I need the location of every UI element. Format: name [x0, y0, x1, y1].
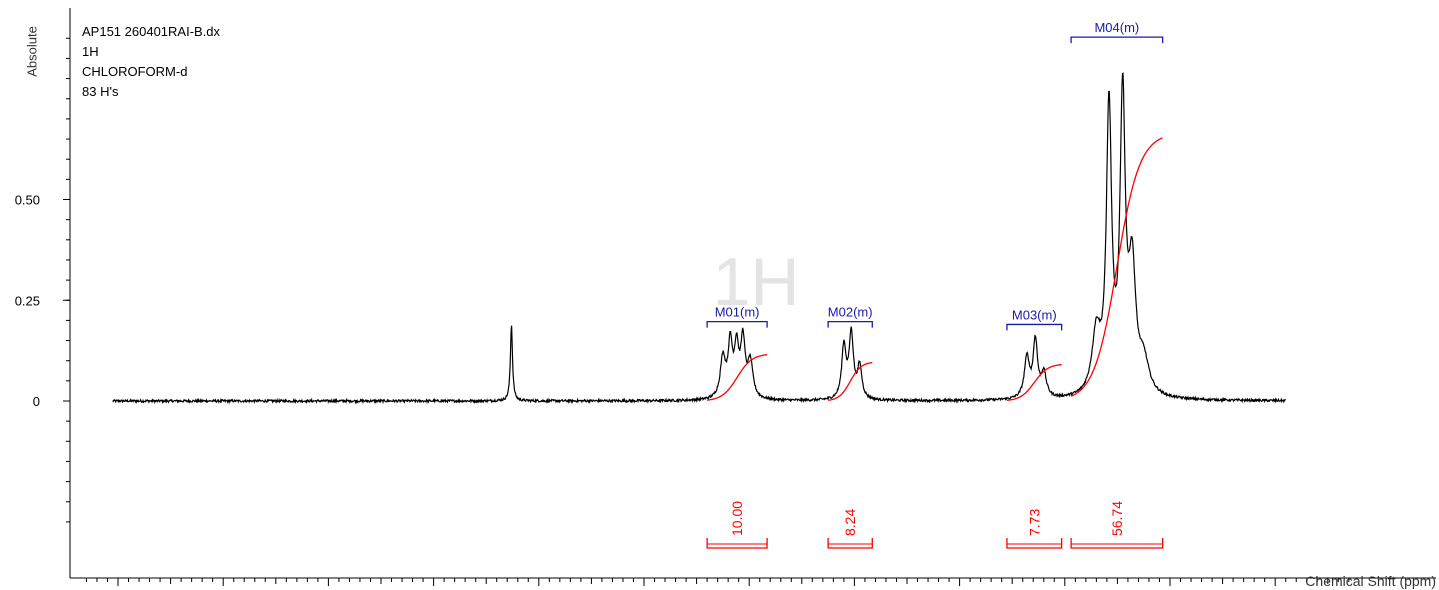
axes: 00.250.501110987654321 — [15, 8, 1436, 586]
multiplet-bracket — [1006, 323, 1063, 331]
integral-value: 56.74 — [1109, 501, 1125, 536]
multiplet-label: M04(m) — [1094, 20, 1139, 35]
multiplet-label: M03(m) — [1012, 307, 1057, 322]
spectrum-trace — [112, 72, 1286, 405]
x-axis-label: Chemical Shift (ppm) — [1305, 573, 1436, 589]
y-tick-label: 0.25 — [15, 293, 40, 308]
multiplet-bracket — [827, 320, 873, 328]
integral-curves — [707, 137, 1163, 401]
integral-bracket — [706, 538, 768, 549]
multiplet-label: M02(m) — [828, 305, 873, 320]
sample-solvent: CHLOROFORM-d — [82, 64, 188, 79]
integral-curve — [827, 361, 873, 401]
sample-filename: AP151 260401RAI-B.dx — [82, 24, 221, 39]
integral-curve — [1006, 363, 1062, 401]
integral-curve — [1070, 137, 1163, 397]
integral-bracket — [827, 538, 873, 549]
multiplet-bracket — [706, 320, 768, 328]
integral-value: 10.00 — [729, 501, 745, 536]
integral-value: 8.24 — [842, 509, 858, 536]
integral-curve — [707, 354, 768, 401]
integral-value: 7.73 — [1026, 509, 1042, 536]
integral-bracket — [1070, 538, 1164, 549]
integral-bracket — [1006, 538, 1063, 549]
y-tick-label: 0.50 — [15, 193, 40, 208]
sample-h-count: 83 H's — [82, 84, 119, 99]
watermark-nucleus: 1H — [713, 244, 800, 320]
multiplet-label: M01(m) — [715, 305, 760, 320]
y-tick-label: 0 — [33, 394, 40, 409]
integral-brackets: 10.00 8.24 7.73 56.74 — [706, 501, 1164, 549]
multiplet-annotations: M01(m) M02(m) M03(m) M04(m) — [706, 20, 1164, 331]
multiplet-bracket — [1070, 36, 1164, 44]
y-axis-label: Absolute — [24, 26, 40, 77]
sample-nucleus: 1H — [82, 44, 99, 59]
